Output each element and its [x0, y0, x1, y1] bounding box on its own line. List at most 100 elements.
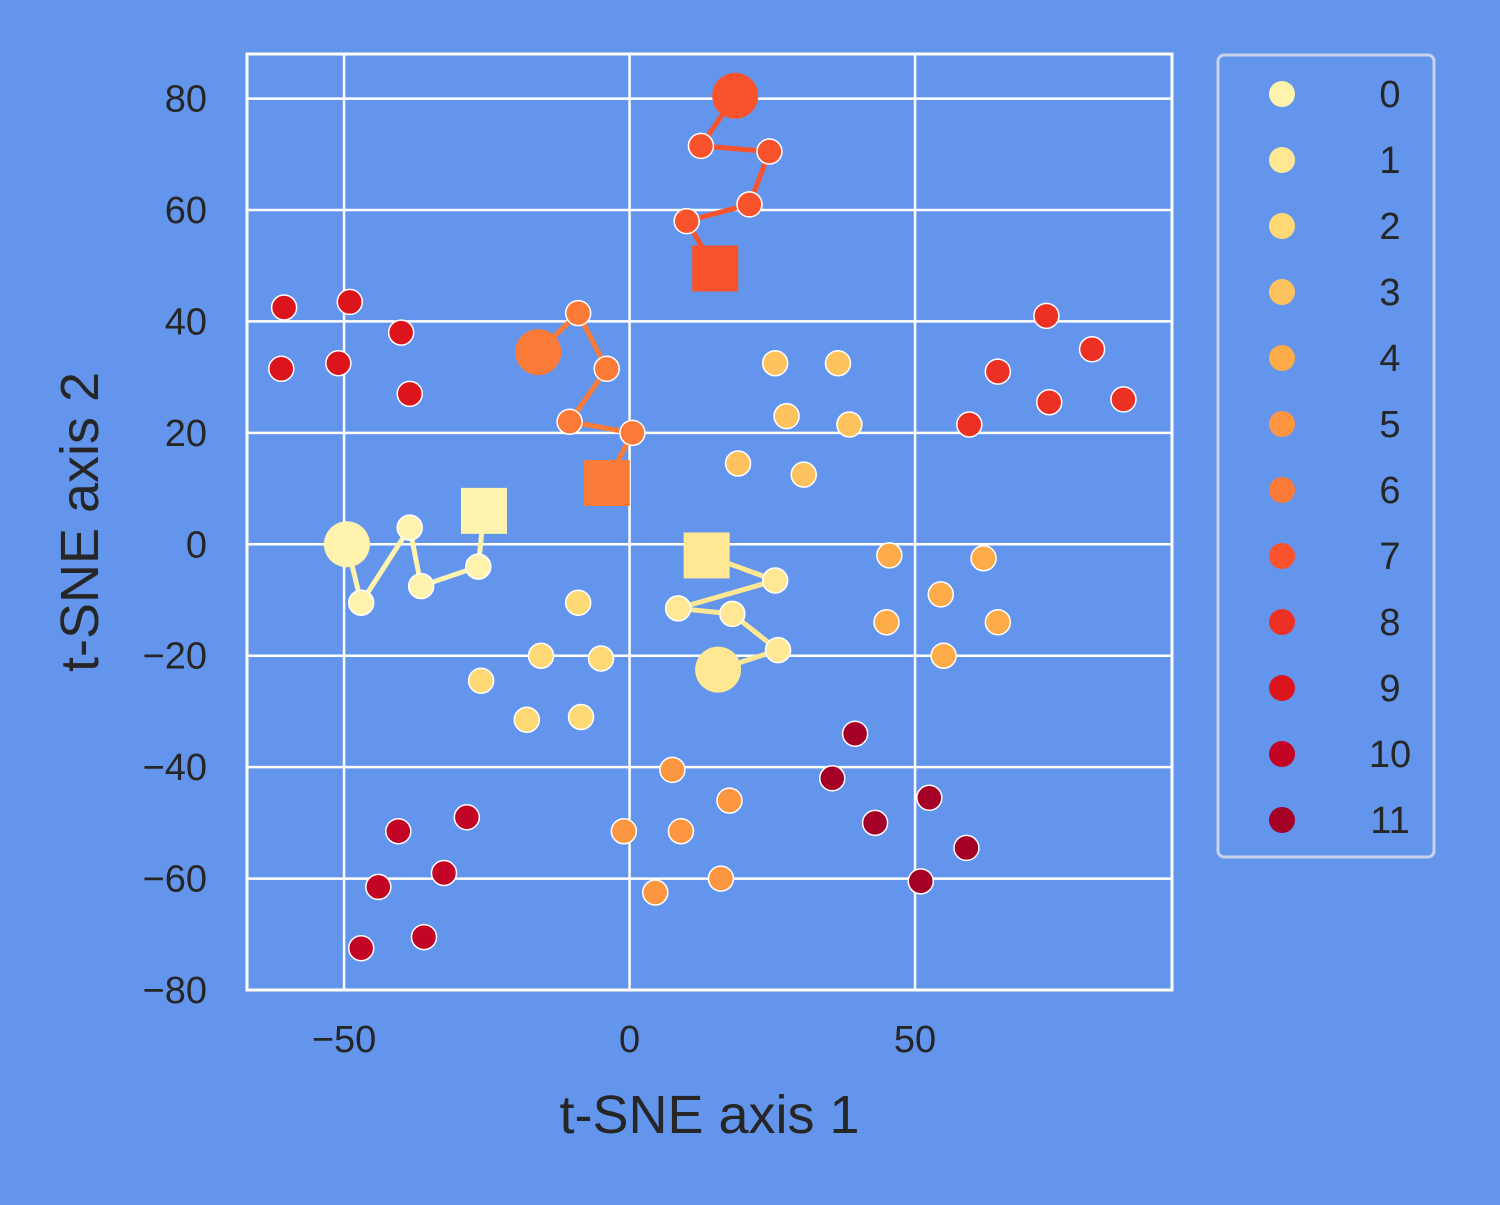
- legend-label: 0: [1379, 74, 1400, 116]
- data-points: [268, 288, 1137, 962]
- x-tick-label: 50: [894, 1019, 936, 1061]
- scatter-point-series-11: [861, 809, 889, 837]
- scatter-point-series-10: [365, 873, 392, 901]
- scatter-point-series-11: [953, 834, 980, 862]
- scatter-point-series-2: [567, 703, 595, 731]
- legend-item: 0: [1269, 74, 1401, 116]
- scatter-point-series-2: [513, 706, 541, 734]
- scatter-point-series-5: [610, 817, 638, 845]
- y-axis-title: t-SNE axis 2: [50, 372, 110, 672]
- trajectory-end-marker-7: [692, 245, 739, 292]
- scatter-point-series-9: [268, 355, 295, 383]
- trajectory-point-6: [556, 408, 583, 435]
- trajectory-point-7: [673, 207, 700, 235]
- trajectory-point-1: [761, 567, 789, 594]
- scatter-point-series-4: [930, 642, 957, 669]
- trajectory-start-marker-1: [695, 646, 742, 693]
- legend-marker: [1269, 279, 1295, 305]
- legend-marker: [1269, 807, 1295, 833]
- scatter-point-series-8: [1110, 386, 1137, 413]
- scatter-point-series-8: [1078, 336, 1106, 363]
- y-tick-label: −80: [143, 970, 207, 1012]
- legend-item: 5: [1269, 404, 1401, 446]
- scatter-point-series-10: [453, 804, 481, 831]
- legend-box: [1216, 53, 1436, 859]
- legend-items: 0 1 2 3 4 5 6 7 8 9 10 11: [1269, 74, 1411, 842]
- legend-label: 7: [1379, 536, 1400, 578]
- trajectory-point-1: [664, 595, 692, 622]
- scatter-point-series-11: [907, 868, 935, 895]
- legend-marker: [1269, 411, 1295, 437]
- scatter-point-series-5: [659, 756, 686, 784]
- legend-label: 9: [1379, 668, 1400, 710]
- legend-label: 3: [1379, 272, 1400, 314]
- legend-item: 7: [1269, 536, 1401, 578]
- legend-marker: [1269, 609, 1295, 635]
- scatter-point-series-9: [336, 288, 364, 316]
- scatter-point-series-3: [836, 411, 863, 438]
- scatter-point-series-3: [790, 461, 817, 488]
- scatter-point-series-2: [564, 589, 592, 617]
- trajectory-point-6: [593, 355, 620, 383]
- scatter-point-series-4: [970, 544, 997, 572]
- legend-marker: [1269, 477, 1295, 503]
- scatter-point-series-8: [984, 358, 1012, 385]
- trajectory-point-1: [764, 636, 792, 664]
- scatter-point-series-11: [819, 765, 846, 792]
- scatter-point-series-3: [761, 349, 789, 377]
- legend-label: 6: [1379, 470, 1400, 512]
- legend-item: 6: [1269, 470, 1401, 512]
- legend-label: 5: [1379, 404, 1400, 446]
- trajectory-point-0: [407, 572, 435, 600]
- y-tick-label: 60: [165, 190, 207, 232]
- trajectory-point-7: [756, 138, 783, 165]
- legend-item: 4: [1269, 338, 1401, 380]
- scatter-point-series-2: [527, 642, 555, 669]
- x-tick-label: 0: [619, 1019, 640, 1061]
- y-tick-label: 0: [186, 524, 207, 566]
- grid-lines: [247, 54, 1172, 992]
- scatter-point-series-3: [724, 450, 752, 477]
- legend-marker: [1269, 147, 1295, 173]
- scatter-point-series-10: [347, 934, 375, 962]
- y-tick-label: 20: [165, 413, 207, 455]
- trajectory-point-0: [347, 589, 375, 617]
- legend-label: 2: [1379, 206, 1400, 248]
- scatter-point-series-10: [430, 859, 458, 887]
- legend-item: 3: [1269, 272, 1401, 314]
- legend-item: 1: [1269, 140, 1401, 182]
- legend-item: 2: [1269, 206, 1401, 248]
- scatter-point-series-5: [707, 865, 735, 892]
- scatter-point-series-3: [773, 402, 800, 430]
- legend-marker: [1269, 81, 1295, 107]
- trajectory-point-1: [719, 600, 746, 628]
- scatter-point-series-10: [410, 923, 438, 951]
- scatter-point-series-10: [385, 817, 412, 845]
- trajectory-point-7: [687, 132, 715, 160]
- trajectory-start-marker-7: [712, 72, 759, 119]
- y-tick-label: −60: [143, 859, 207, 901]
- scatter-point-series-11: [841, 720, 869, 747]
- scatter-point-series-9: [396, 380, 423, 408]
- legend-label: 4: [1379, 338, 1400, 380]
- scatter-point-series-8: [1033, 302, 1060, 330]
- legend-item: 9: [1269, 668, 1401, 710]
- legend-label: 1: [1379, 140, 1400, 182]
- scatter-point-series-4: [873, 609, 900, 636]
- scatter-point-series-4: [876, 542, 903, 569]
- y-tick-label: 40: [165, 301, 207, 343]
- scatter-point-series-3: [824, 349, 852, 377]
- legend-marker: [1269, 741, 1295, 767]
- plot-frame: [245, 52, 1174, 992]
- y-tick-label: −40: [143, 747, 207, 789]
- legend-label: 11: [1370, 800, 1409, 842]
- scatter-point-series-11: [916, 784, 943, 812]
- scatter-point-series-9: [270, 294, 298, 321]
- scatter-point-series-8: [1035, 388, 1063, 416]
- trajectory-point-6: [564, 299, 592, 327]
- scatter-point-series-5: [716, 787, 743, 814]
- legend-marker: [1269, 345, 1295, 371]
- legend-item: 10: [1269, 734, 1411, 776]
- scatter-point-series-9: [325, 349, 352, 377]
- legend-marker: [1269, 213, 1295, 239]
